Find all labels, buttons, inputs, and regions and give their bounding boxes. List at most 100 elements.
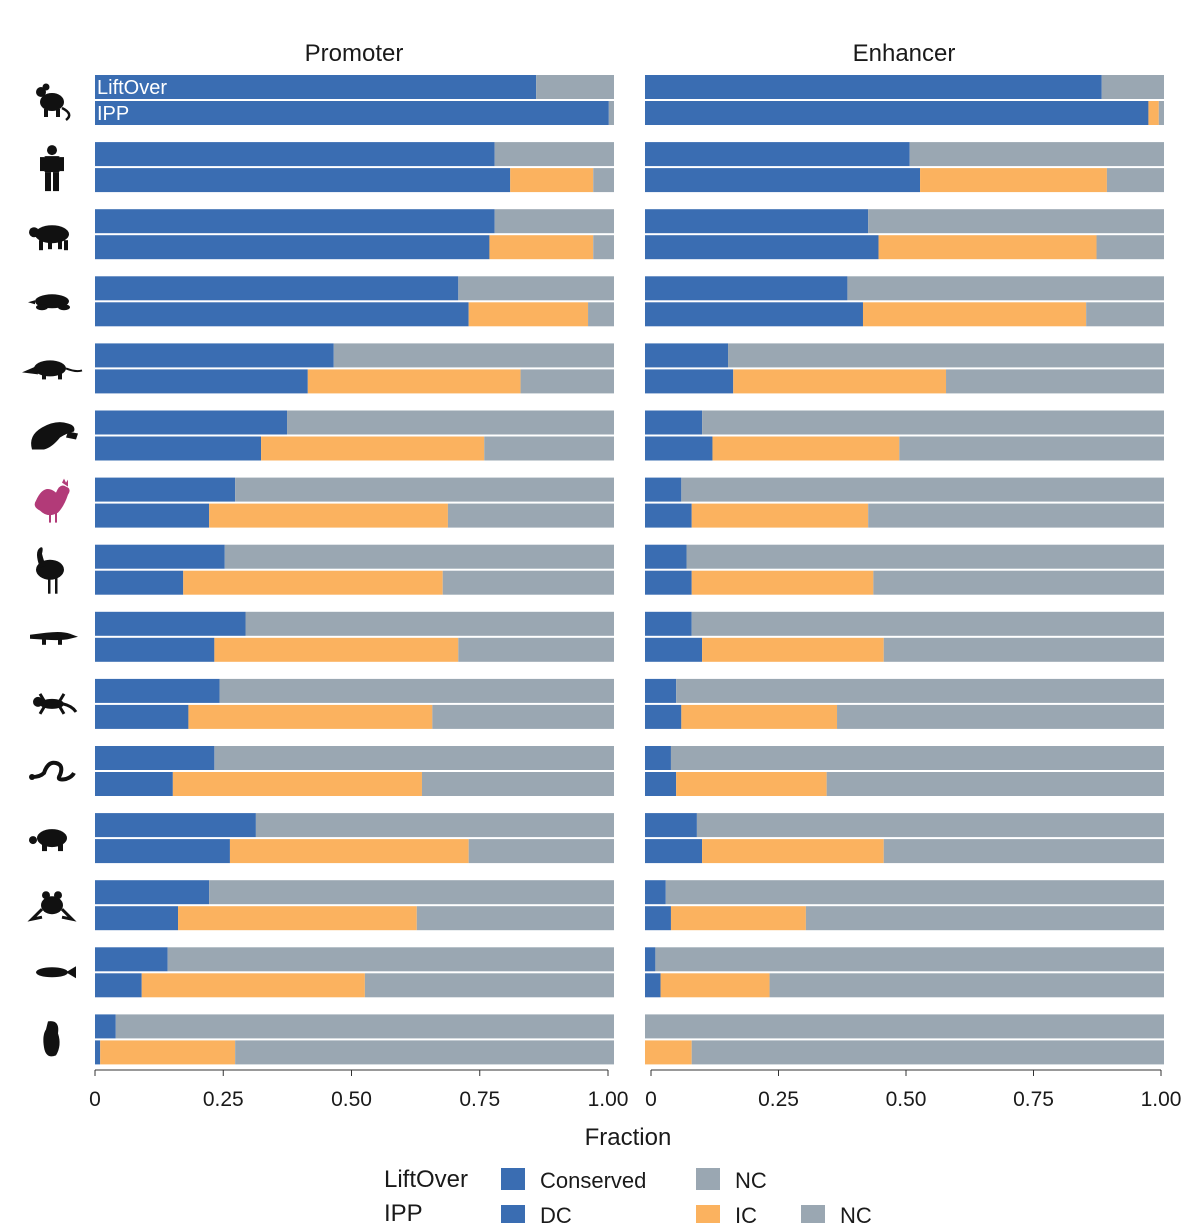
enhancer-liftover-nc-bar-7 — [686, 544, 1164, 569]
x-axis-label: Fraction — [585, 1124, 672, 1151]
legend-label-conserved: Conserved — [540, 1168, 646, 1193]
enhancer-ipp-dc-bar-5 — [645, 436, 713, 461]
promoter-liftover-nc-bar-3 — [458, 276, 614, 301]
frog-icon — [27, 891, 77, 922]
enhancer-liftover-conserved-bar-3 — [645, 276, 848, 301]
promoter-ipp-nc-bar-1 — [593, 168, 614, 193]
enhancer-ipp-nc-bar-5 — [899, 436, 1164, 461]
enhancer-ipp-dc-bar-10 — [645, 772, 677, 796]
enhancer-ipp-dc-bar-0 — [645, 101, 1149, 125]
enhancer-ipp-ic-bar-14 — [645, 1040, 692, 1065]
enhancer-liftover-conserved-bar-0 — [645, 75, 1102, 99]
enhancer-ipp-dc-bar-6 — [645, 503, 692, 528]
enhancer-liftover-nc-bar-13 — [655, 947, 1164, 972]
enhancer-liftover-nc-bar-6 — [681, 477, 1164, 502]
legend-swatch-nc-liftover — [696, 1168, 720, 1190]
fish-icon — [36, 966, 76, 979]
promoter-liftover-nc-bar-11 — [255, 813, 614, 838]
lamprey-icon — [43, 1021, 60, 1057]
legend-swatch-dc — [501, 1205, 525, 1223]
promoter-liftover-conserved-bar-5 — [95, 410, 288, 435]
enhancer-ipp-ic-bar-1 — [920, 168, 1107, 193]
promoter-liftover-nc-bar-10 — [214, 746, 614, 770]
legend-label-dc: DC — [540, 1203, 572, 1223]
promoter-ipp-ic-bar-5 — [261, 436, 485, 461]
liftover-row-label: LiftOver — [97, 77, 167, 99]
legend-label-ic: IC — [735, 1203, 757, 1223]
enhancer-liftover-nc-bar-5 — [702, 410, 1164, 435]
enhancer-ipp-nc-bar-9 — [837, 704, 1164, 729]
enhancer-ipp-nc-bar-14 — [691, 1040, 1164, 1065]
promoter-ipp-ic-bar-14 — [100, 1040, 236, 1065]
platypus-icon — [31, 422, 78, 450]
crocodile-icon — [30, 632, 78, 645]
promoter-liftover-conserved-bar-3 — [95, 276, 459, 301]
promoter-liftover-conserved-bar-1 — [95, 142, 495, 167]
enhancer-liftover-conserved-bar-1 — [645, 142, 910, 167]
enhancer-ipp-ic-bar-5 — [712, 436, 900, 461]
enhancer-ipp-ic-bar-7 — [691, 570, 874, 595]
x-tick-label-0-0: 0 — [89, 1088, 101, 1111]
enhancer-ipp-dc-bar-8 — [645, 637, 703, 662]
enhancer-ipp-nc-bar-7 — [873, 570, 1164, 595]
promoter-liftover-nc-bar-1 — [494, 142, 614, 167]
promoter-ipp-nc-bar-12 — [416, 906, 614, 931]
promoter-ipp-dc-bar-1 — [95, 168, 511, 193]
enhancer-ipp-dc-bar-9 — [645, 704, 682, 729]
enhancer-ipp-dc-bar-1 — [645, 168, 921, 193]
lizard-icon — [33, 693, 78, 715]
promoter-liftover-conserved-bar-4 — [95, 343, 334, 368]
mouse-icon — [36, 83, 71, 121]
promoter-liftover-nc-bar-5 — [287, 410, 614, 435]
enhancer-ipp-nc-bar-1 — [1106, 168, 1164, 193]
promoter-liftover-nc-bar-8 — [245, 611, 614, 636]
x-axes: 0 0.25 0.50 0.75 1.00 0 0.25 0.50 0.75 1.00 — [89, 1069, 1181, 1111]
promoter-liftover-conserved-bar-7 — [95, 544, 225, 569]
promoter-ipp-nc-bar-10 — [421, 772, 614, 796]
enhancer-ipp-nc-bar-10 — [826, 772, 1164, 796]
promoter-ipp-ic-bar-4 — [307, 369, 521, 394]
enhancer-ipp-nc-bar-11 — [883, 839, 1164, 864]
enhancer-ipp-nc-bar-8 — [883, 637, 1164, 662]
enhancer-ipp-ic-bar-3 — [862, 302, 1087, 327]
promoter-ipp-ic-bar-8 — [214, 637, 459, 662]
enhancer-liftover-conserved-bar-5 — [645, 410, 703, 435]
promoter-ipp-nc-bar-14 — [235, 1040, 614, 1065]
enhancer-ipp-ic-bar-11 — [702, 839, 884, 864]
promoter-ipp-nc-bar-9 — [432, 704, 614, 729]
opossum-icon — [22, 360, 83, 380]
promoter-ipp-dc-bar-2 — [95, 235, 490, 260]
promoter-ipp-nc-bar-7 — [442, 570, 614, 595]
promoter-ipp-ic-bar-1 — [510, 168, 594, 193]
enhancer-ipp-ic-bar-12 — [670, 906, 806, 931]
promoter-ipp-dc-bar-0 — [95, 101, 609, 125]
promoter-ipp-dc-bar-10 — [95, 772, 173, 796]
promoter-ipp-nc-bar-8 — [458, 637, 614, 662]
promoter-ipp-nc-bar-3 — [588, 302, 614, 327]
enhancer-liftover-nc-bar-4 — [728, 343, 1164, 368]
enhancer-ipp-nc-bar-2 — [1096, 235, 1164, 260]
enhancer-ipp-dc-bar-4 — [645, 369, 734, 394]
promoter-liftover-nc-bar-12 — [209, 880, 614, 905]
enhancer-ipp-dc-bar-3 — [645, 302, 863, 327]
promoter-ipp-nc-bar-6 — [447, 503, 614, 528]
enhancer-ipp-dc-bar-2 — [645, 235, 879, 260]
enhancer-ipp-nc-bar-3 — [1086, 302, 1164, 327]
promoter-ipp-dc-bar-7 — [95, 570, 184, 595]
enhancer-ipp-dc-bar-7 — [645, 570, 692, 595]
enhancer-liftover-conserved-bar-4 — [645, 343, 729, 368]
promoter-ipp-dc-bar-13 — [95, 973, 142, 998]
enhancer-liftover-nc-bar-9 — [676, 678, 1164, 703]
promoter-liftover-conserved-bar-9 — [95, 678, 220, 703]
legend: LiftOver Conserved NC IPP DC IC NC — [384, 1166, 872, 1223]
emu-icon — [36, 547, 64, 594]
promoter-liftover-conserved-bar-13 — [95, 947, 168, 972]
promoter-ipp-nc-bar-11 — [468, 839, 614, 864]
enhancer-ipp-ic-bar-8 — [702, 637, 884, 662]
enhancer-ipp-dc-bar-13 — [645, 973, 661, 998]
promoter-ipp-dc-bar-8 — [95, 637, 215, 662]
enhancer-ipp-ic-bar-2 — [878, 235, 1097, 260]
enhancer-liftover-nc-bar-2 — [868, 209, 1164, 234]
enhancer-ipp-nc-bar-6 — [868, 503, 1164, 528]
